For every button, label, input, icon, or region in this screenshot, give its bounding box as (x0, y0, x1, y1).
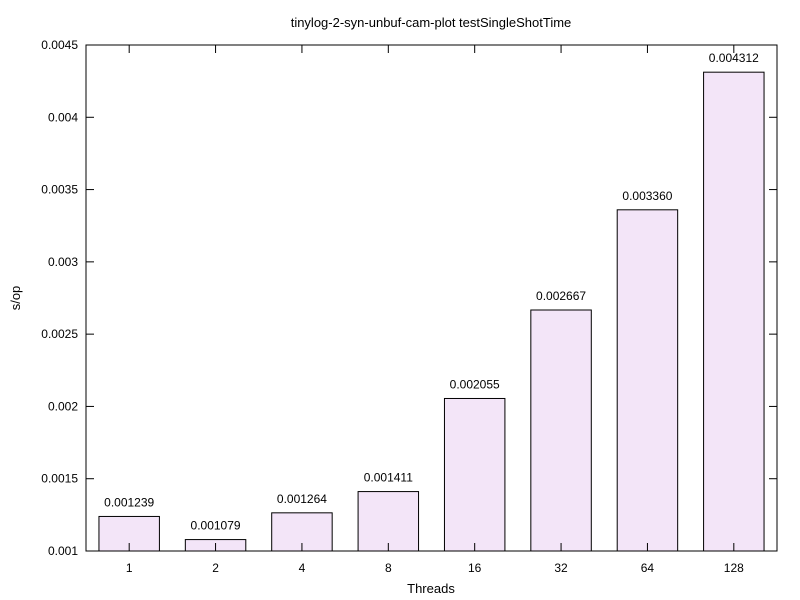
x-tick-label: 1 (126, 561, 133, 575)
bar (443, 397, 506, 552)
y-tick-label: 0.0025 (41, 327, 78, 341)
y-tick-label: 0.003 (48, 255, 78, 269)
bar-value-label: 0.001239 (104, 495, 154, 509)
bar (357, 491, 420, 552)
x-tick-label: 64 (641, 561, 655, 575)
y-tick-label: 0.002 (48, 399, 78, 413)
bar (530, 309, 592, 552)
chart-title: tinylog-2-syn-unbuf-cam-plot testSingleS… (291, 15, 572, 30)
bar (616, 209, 679, 552)
y-tick-label: 0.001 (48, 544, 78, 558)
y-tick-label: 0.004 (48, 110, 78, 124)
value-labels-group: 0.001239 0.001079 0.001264 0.001411 0.002055… (104, 51, 759, 532)
y-axis: 0.001 0.0015 0.002 0.0025 0.003 0.0035 0.004 0.… (41, 38, 777, 558)
bar-value-label: 0.002055 (450, 377, 500, 391)
bar-value-label: 0.002667 (536, 289, 586, 303)
x-tick-label: 2 (212, 561, 219, 575)
y-tick-label: 0.0035 (41, 183, 78, 197)
x-tick-label: 32 (554, 561, 568, 575)
bar-value-label: 0.001079 (191, 519, 241, 533)
bar (703, 71, 765, 552)
y-tick-label: 0.0045 (41, 38, 78, 52)
y-tick-label: 0.0015 (41, 472, 78, 486)
bar-value-label: 0.001411 (364, 471, 413, 485)
y-axis-label: s/op (8, 286, 23, 311)
x-tick-label: 128 (724, 561, 744, 575)
x-tick-label: 4 (299, 561, 306, 575)
bar-value-label: 0.003360 (622, 189, 672, 203)
x-tick-label: 8 (385, 561, 392, 575)
x-tick-label: 16 (468, 561, 482, 575)
x-axis: 1 2 4 8 16 32 64 128 (126, 45, 744, 575)
x-axis-label: Threads (407, 581, 455, 596)
bar-value-label: 0.001264 (277, 492, 327, 506)
bars-group (98, 71, 765, 552)
bar-value-label: 0.004312 (709, 51, 759, 65)
plot-frame (85, 44, 778, 552)
